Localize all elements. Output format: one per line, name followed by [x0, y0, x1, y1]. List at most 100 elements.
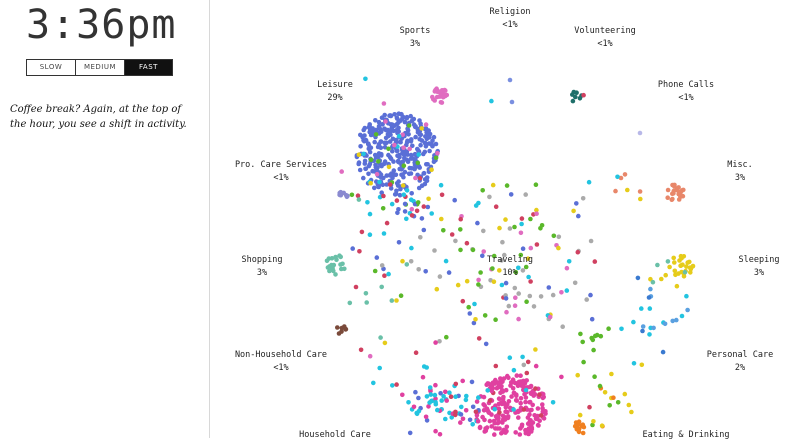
person-dot [523, 192, 528, 197]
person-dot [682, 269, 688, 275]
person-dot [590, 422, 595, 428]
person-dot [581, 92, 586, 98]
person-dot [483, 426, 488, 431]
person-dot [679, 269, 684, 275]
person-dot [353, 284, 359, 290]
person-dot [400, 132, 405, 137]
person-dot [535, 422, 541, 428]
person-dot [541, 394, 546, 400]
person-dot [589, 316, 595, 322]
person-dot [447, 390, 452, 396]
person-dot [521, 407, 527, 412]
person-dot [404, 188, 410, 193]
person-dot [350, 246, 355, 251]
person-dot [470, 404, 476, 410]
person-dot [520, 246, 526, 251]
person-dot [478, 270, 483, 275]
person-dot [576, 213, 581, 219]
person-dot [474, 399, 480, 404]
speed-medium-button[interactable]: MEDIUM [75, 60, 124, 75]
person-dot [391, 159, 396, 164]
person-dot [472, 301, 477, 307]
person-dot [363, 76, 368, 82]
person-dot [518, 252, 524, 258]
person-dot [401, 152, 407, 157]
person-dot [501, 394, 506, 400]
person-dot [365, 200, 370, 205]
speed-slow-button[interactable]: SLOW [27, 60, 75, 75]
person-dot [480, 188, 486, 193]
person-dot [579, 424, 585, 429]
person-dot [550, 292, 556, 298]
person-dot [524, 370, 530, 376]
person-dot [363, 166, 369, 171]
person-dot [384, 173, 389, 178]
person-dot [416, 185, 422, 191]
label-volunteering: Volunteering <1% [574, 25, 635, 51]
person-dot [372, 152, 378, 158]
person-dot [339, 169, 344, 174]
person-dot [498, 379, 504, 385]
person-dot [475, 220, 480, 226]
person-dot [439, 192, 445, 198]
person-dot [453, 238, 458, 244]
person-dot [521, 362, 527, 368]
person-dot [678, 263, 684, 268]
person-dot [629, 409, 634, 415]
person-dot [463, 397, 469, 403]
person-dot [397, 152, 402, 158]
person-dot [424, 133, 430, 138]
person-dot [408, 171, 414, 176]
person-dot [503, 217, 508, 222]
person-dot [539, 223, 545, 228]
person-dot [400, 183, 406, 188]
person-dot [333, 254, 338, 260]
person-dot [415, 160, 421, 166]
person-dot [433, 340, 438, 345]
person-dot [626, 402, 632, 408]
person-dot [443, 258, 449, 264]
person-dot [438, 391, 443, 396]
person-dot [547, 314, 553, 320]
person-dot [363, 138, 369, 143]
person-dot [435, 407, 440, 413]
person-dot [439, 398, 444, 403]
person-dot [396, 111, 402, 116]
label-non-household-care: Non-Household Care <1% [235, 349, 327, 375]
person-dot [492, 432, 497, 437]
person-dot [518, 400, 523, 406]
person-dot [575, 372, 580, 378]
person-dot [469, 379, 475, 385]
person-dot [423, 414, 429, 420]
person-dot [646, 295, 652, 300]
person-dot [409, 213, 415, 218]
person-dot [504, 309, 509, 315]
person-dot [648, 286, 653, 292]
person-dot [676, 197, 682, 202]
activity-name: Religion [489, 7, 531, 17]
activity-percent: 3% [753, 268, 765, 278]
person-dot [422, 181, 428, 187]
speed-fast-button[interactable]: FAST [124, 60, 172, 75]
person-dot [426, 404, 431, 409]
person-dot [356, 197, 362, 202]
person-dot [665, 259, 671, 264]
person-dot [580, 196, 586, 201]
person-dot [379, 263, 385, 268]
person-dot [527, 412, 532, 417]
person-dot [416, 267, 421, 272]
person-dot [674, 317, 679, 323]
person-dot [518, 426, 523, 431]
person-dot [376, 123, 382, 129]
person-dot [659, 276, 664, 282]
person-dot [574, 201, 579, 206]
activity-name: Personal Care [706, 350, 774, 360]
person-dot [386, 146, 391, 152]
person-dot [566, 259, 572, 264]
person-dot [575, 249, 581, 255]
person-dot [400, 258, 405, 264]
person-dot [528, 216, 533, 222]
person-dot [489, 98, 494, 104]
label-sleeping: Sleeping 3% [739, 254, 780, 280]
person-dot [580, 339, 585, 345]
